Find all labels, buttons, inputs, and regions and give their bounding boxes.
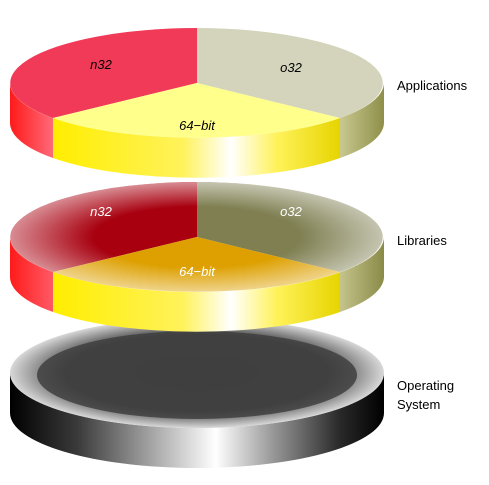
- libraries-top-rim-shade: [10, 182, 384, 292]
- applications-side-o32: [340, 83, 384, 158]
- libraries-side-64bit: [53, 272, 340, 332]
- libraries-label-64bit: 64−bit: [179, 264, 216, 279]
- applications-label-n32: n32: [90, 57, 112, 72]
- applications-label-64bit: 64−bit: [179, 118, 216, 133]
- layer-name-applications: Applications: [397, 78, 468, 93]
- applications-slice-64bit: [53, 83, 340, 138]
- layer-operating-system: [10, 318, 384, 468]
- applications-side-n32: [10, 83, 53, 158]
- libraries-label-o32: o32: [280, 204, 302, 219]
- layer-libraries: n32 o32 64−bit: [10, 182, 384, 332]
- libraries-side-o32: [340, 237, 384, 312]
- applications-label-o32: o32: [280, 60, 302, 75]
- applications-slice-o32: [197, 28, 383, 118]
- os-disc-top-inner: [37, 331, 357, 419]
- layer-name-operating-system-line1: Operating: [397, 378, 454, 393]
- os-disc-side: [10, 373, 384, 468]
- layer-name-operating-system-line2: System: [397, 397, 440, 412]
- applications-side-64bit: [53, 118, 340, 178]
- libraries-label-n32: n32: [90, 204, 112, 219]
- layer-applications: n32 o32 64−bit: [10, 28, 384, 178]
- layer-name-libraries: Libraries: [397, 233, 447, 248]
- libraries-side-n32: [10, 237, 53, 312]
- applications-slice-n32: [10, 28, 198, 118]
